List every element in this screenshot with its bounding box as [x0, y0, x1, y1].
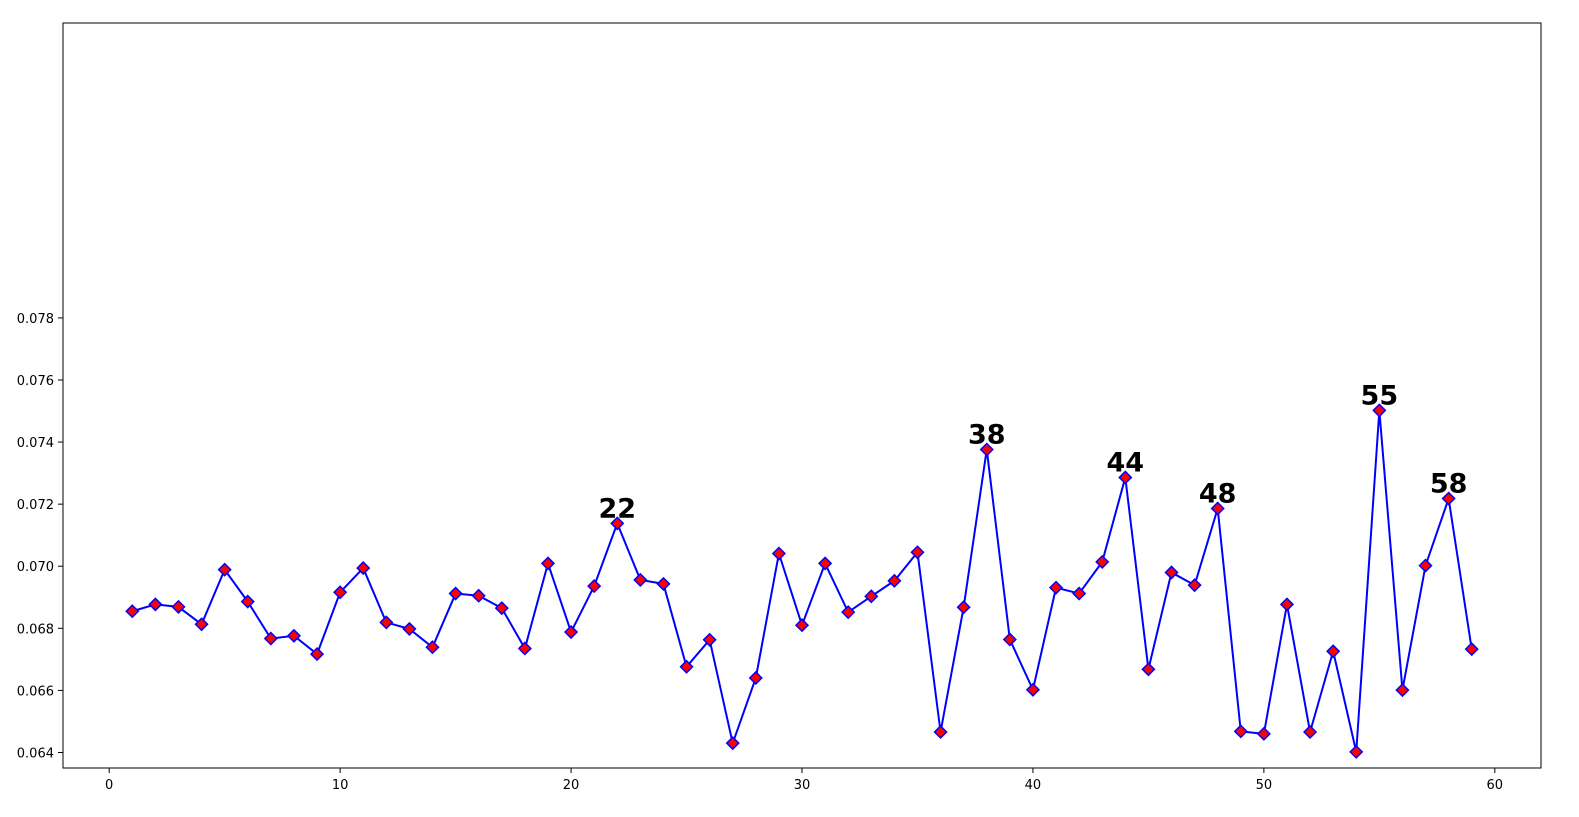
data-point [956, 600, 971, 615]
data-point [1464, 642, 1479, 657]
data-point [1210, 501, 1225, 516]
data-point [1441, 491, 1456, 506]
data-point [402, 621, 417, 636]
data-point [979, 442, 994, 457]
data-point [1002, 632, 1017, 647]
x-axis: 0 10 20 30 40 50 60 [105, 768, 1503, 793]
data-point [333, 585, 348, 600]
peak-label: 55 [1361, 380, 1399, 411]
data-point [125, 604, 140, 619]
data-point [471, 588, 486, 603]
data-point [587, 579, 602, 594]
data-point [263, 631, 278, 646]
data-point [1326, 644, 1341, 659]
data-point [1372, 403, 1387, 418]
data-point [1025, 682, 1041, 697]
x-tick-label: 30 [794, 778, 811, 793]
data-point [656, 576, 671, 591]
data-point [771, 546, 786, 561]
data-point [794, 618, 810, 633]
y-tick-label: 0.078 [17, 312, 54, 327]
data-point [1302, 724, 1318, 740]
x-tick-label: 40 [1025, 778, 1042, 793]
data-point [841, 605, 856, 620]
data-point [887, 573, 902, 588]
data-point [1048, 580, 1064, 595]
data-point [818, 556, 833, 571]
data-point [910, 545, 925, 560]
x-tick-label: 10 [332, 778, 349, 793]
data-point [1187, 578, 1202, 593]
peak-label: 38 [968, 420, 1006, 451]
annotation-layer: 22 38 44 48 55 58 [598, 380, 1467, 524]
data-point [379, 615, 394, 630]
data-point [1072, 586, 1087, 601]
data-point [309, 647, 325, 662]
y-tick-label: 0.074 [17, 436, 54, 451]
data-point [933, 724, 948, 740]
data-point [702, 632, 717, 647]
data-point [1118, 470, 1133, 485]
data-point [1256, 726, 1271, 741]
y-tick-label: 0.064 [17, 746, 54, 761]
peak-label: 48 [1199, 478, 1237, 509]
data-point [748, 670, 763, 686]
data-point [1233, 724, 1248, 739]
data-point [1418, 558, 1433, 573]
x-tick-label: 20 [563, 778, 580, 793]
data-point [1349, 744, 1364, 759]
data-point [356, 561, 371, 576]
plot-frame [62, 22, 1542, 769]
y-tick-label: 0.070 [17, 560, 54, 575]
y-tick-label: 0.066 [17, 684, 54, 699]
data-point [217, 562, 232, 577]
x-tick-label: 0 [105, 778, 113, 793]
data-point [1141, 662, 1156, 677]
x-tick-label: 50 [1256, 778, 1273, 793]
data-point [1279, 597, 1295, 612]
data-point [517, 641, 532, 656]
data-point [864, 589, 879, 604]
data-point [679, 659, 694, 674]
data-point [1095, 554, 1110, 569]
data-point [610, 516, 625, 531]
peak-label: 58 [1430, 469, 1468, 500]
y-tick-label: 0.072 [17, 498, 54, 513]
data-point [240, 594, 255, 609]
peak-label: 44 [1107, 447, 1145, 478]
data-point [148, 597, 163, 612]
peak-label: 22 [598, 493, 636, 524]
data-point [725, 736, 740, 751]
data-point [171, 599, 186, 614]
data-point [448, 586, 463, 601]
data-point [194, 617, 209, 632]
marker-layer [125, 403, 1479, 759]
y-tick-label: 0.076 [17, 374, 54, 389]
y-axis: 0.064 0.066 0.068 0.070 0.072 0.074 0.076 0.078 [17, 312, 63, 761]
data-point [494, 601, 509, 616]
data-point [564, 624, 579, 640]
data-point [425, 640, 440, 655]
data-point [540, 556, 556, 571]
data-point [1395, 683, 1410, 698]
data-point [1164, 565, 1179, 580]
y-tick-label: 0.068 [17, 622, 54, 637]
x-tick-label: 60 [1487, 778, 1504, 793]
data-point [286, 628, 301, 643]
data-point [633, 572, 648, 587]
